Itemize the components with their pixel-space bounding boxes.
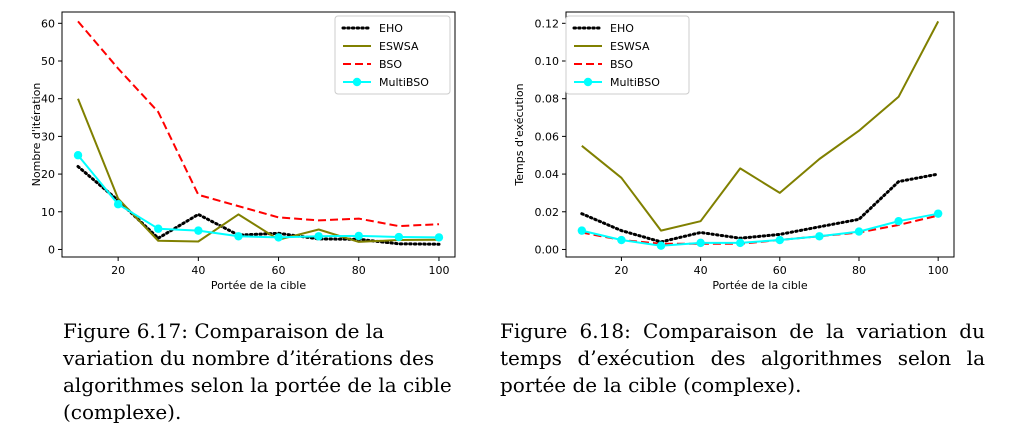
x-tick-label: 40 [694, 264, 708, 277]
chart-svg: 20 40 60 80 100 0 10 20 30 40 50 60 Portée de la cib… [30, 11, 456, 292]
y-tick-label: 20 [41, 168, 55, 181]
x-tick-label: 80 [352, 264, 366, 277]
x-tick-label: 100 [928, 264, 949, 277]
figure-caption-6-17: Figure 6.17: Comparaison de la variation… [63, 319, 452, 424]
data-point-multibso [775, 235, 784, 245]
y-tick-label: 50 [41, 55, 55, 68]
y-tick-label: 0.04 [535, 168, 560, 181]
y-tick-label: 40 [41, 93, 55, 106]
data-point-multibso [73, 151, 83, 160]
x-tick-label: 20 [111, 264, 125, 277]
legend-label-bso: BSO [379, 58, 402, 71]
legend-label-multibso: MultiBSO [379, 76, 429, 89]
data-point-multibso [434, 233, 444, 242]
series-line-eho [76, 165, 441, 246]
y-axis-label: Temps d'exécution [513, 83, 526, 186]
data-point-multibso [656, 241, 666, 250]
y-tick-label: 0.00 [535, 243, 560, 256]
chart-svg: 20 40 60 80 100 0.00 0.02 0.04 0.06 0.08 0.10 0.12 P… [513, 11, 955, 292]
series-line-bso [77, 20, 440, 228]
series-line-eho [580, 172, 940, 244]
y-tick-label: 10 [41, 206, 55, 219]
figure-caption-6-18: Figure 6.18: Comparaison de la variation… [500, 319, 985, 397]
legend: EHO ESWSA BSO MultiBSO [334, 15, 451, 95]
x-tick-label: 80 [852, 264, 866, 277]
x-tick-label: 40 [191, 264, 205, 277]
y-tick-label: 0 [48, 243, 55, 256]
x-axis-label: Portée de la cible [712, 279, 808, 292]
legend-label-multibso: MultiBSO [610, 76, 660, 89]
data-point-multibso [736, 238, 745, 248]
data-point-multibso [113, 200, 123, 209]
data-point-multibso [194, 226, 203, 235]
data-point-multibso [815, 232, 824, 241]
data-point-multibso [933, 209, 943, 218]
legend: EHO ESWSA BSO MultiBSO [565, 15, 690, 95]
x-tick-label: 100 [428, 264, 449, 277]
plot-frame [565, 11, 955, 258]
data-point-multibso [696, 238, 705, 248]
y-axis-label: Nombre d'itération [30, 83, 43, 187]
series-line-multibso [581, 212, 939, 247]
x-axis-label: Portée de la cible [211, 279, 307, 292]
data-point-multibso [274, 233, 283, 242]
legend-label-eswsa: ESWSA [610, 40, 650, 53]
legend-marker [583, 77, 593, 87]
data-point-multibso [154, 224, 163, 233]
y-tick-label: 60 [41, 17, 55, 30]
data-point-multibso [894, 216, 903, 226]
y-tick-label: 0.08 [535, 93, 560, 106]
y-tick-label: 30 [41, 130, 55, 143]
x-tick-label: 20 [614, 264, 628, 277]
y-tick-label: 0.02 [535, 206, 560, 219]
series-line-eswsa [581, 20, 940, 232]
y-tick-label: 0.12 [535, 17, 560, 30]
legend-label-eswsa: ESWSA [379, 40, 419, 53]
series-line-multibso [77, 154, 440, 239]
y-tick-label: 0.10 [535, 55, 560, 68]
x-tick-label: 60 [773, 264, 787, 277]
data-point-multibso [354, 231, 363, 241]
chart-execution-time: 20 40 60 80 100 0.00 0.02 0.04 0.06 0.08 0.10 0.12 P… [500, 0, 970, 305]
legend-marker [352, 77, 362, 87]
legend-box [334, 15, 451, 95]
legend-label-bso: BSO [610, 58, 633, 71]
chart-iterations: 20 40 60 80 100 0 10 20 30 40 50 60 Portée de la cib… [10, 0, 470, 305]
series-line-bso [581, 214, 939, 245]
data-point-multibso [854, 227, 864, 236]
legend-label-eho: EHO [610, 22, 634, 35]
data-point-multibso [234, 232, 243, 241]
data-point-multibso [617, 235, 626, 245]
data-point-multibso [577, 226, 587, 235]
data-point-multibso [394, 232, 404, 242]
series-line-eswsa [77, 98, 440, 243]
data-point-multibso [314, 232, 323, 241]
legend-box [565, 15, 690, 95]
x-tick-label: 60 [272, 264, 286, 277]
legend-label-eho: EHO [379, 22, 403, 35]
plot-frame [61, 11, 456, 258]
y-tick-label: 0.06 [535, 130, 560, 143]
